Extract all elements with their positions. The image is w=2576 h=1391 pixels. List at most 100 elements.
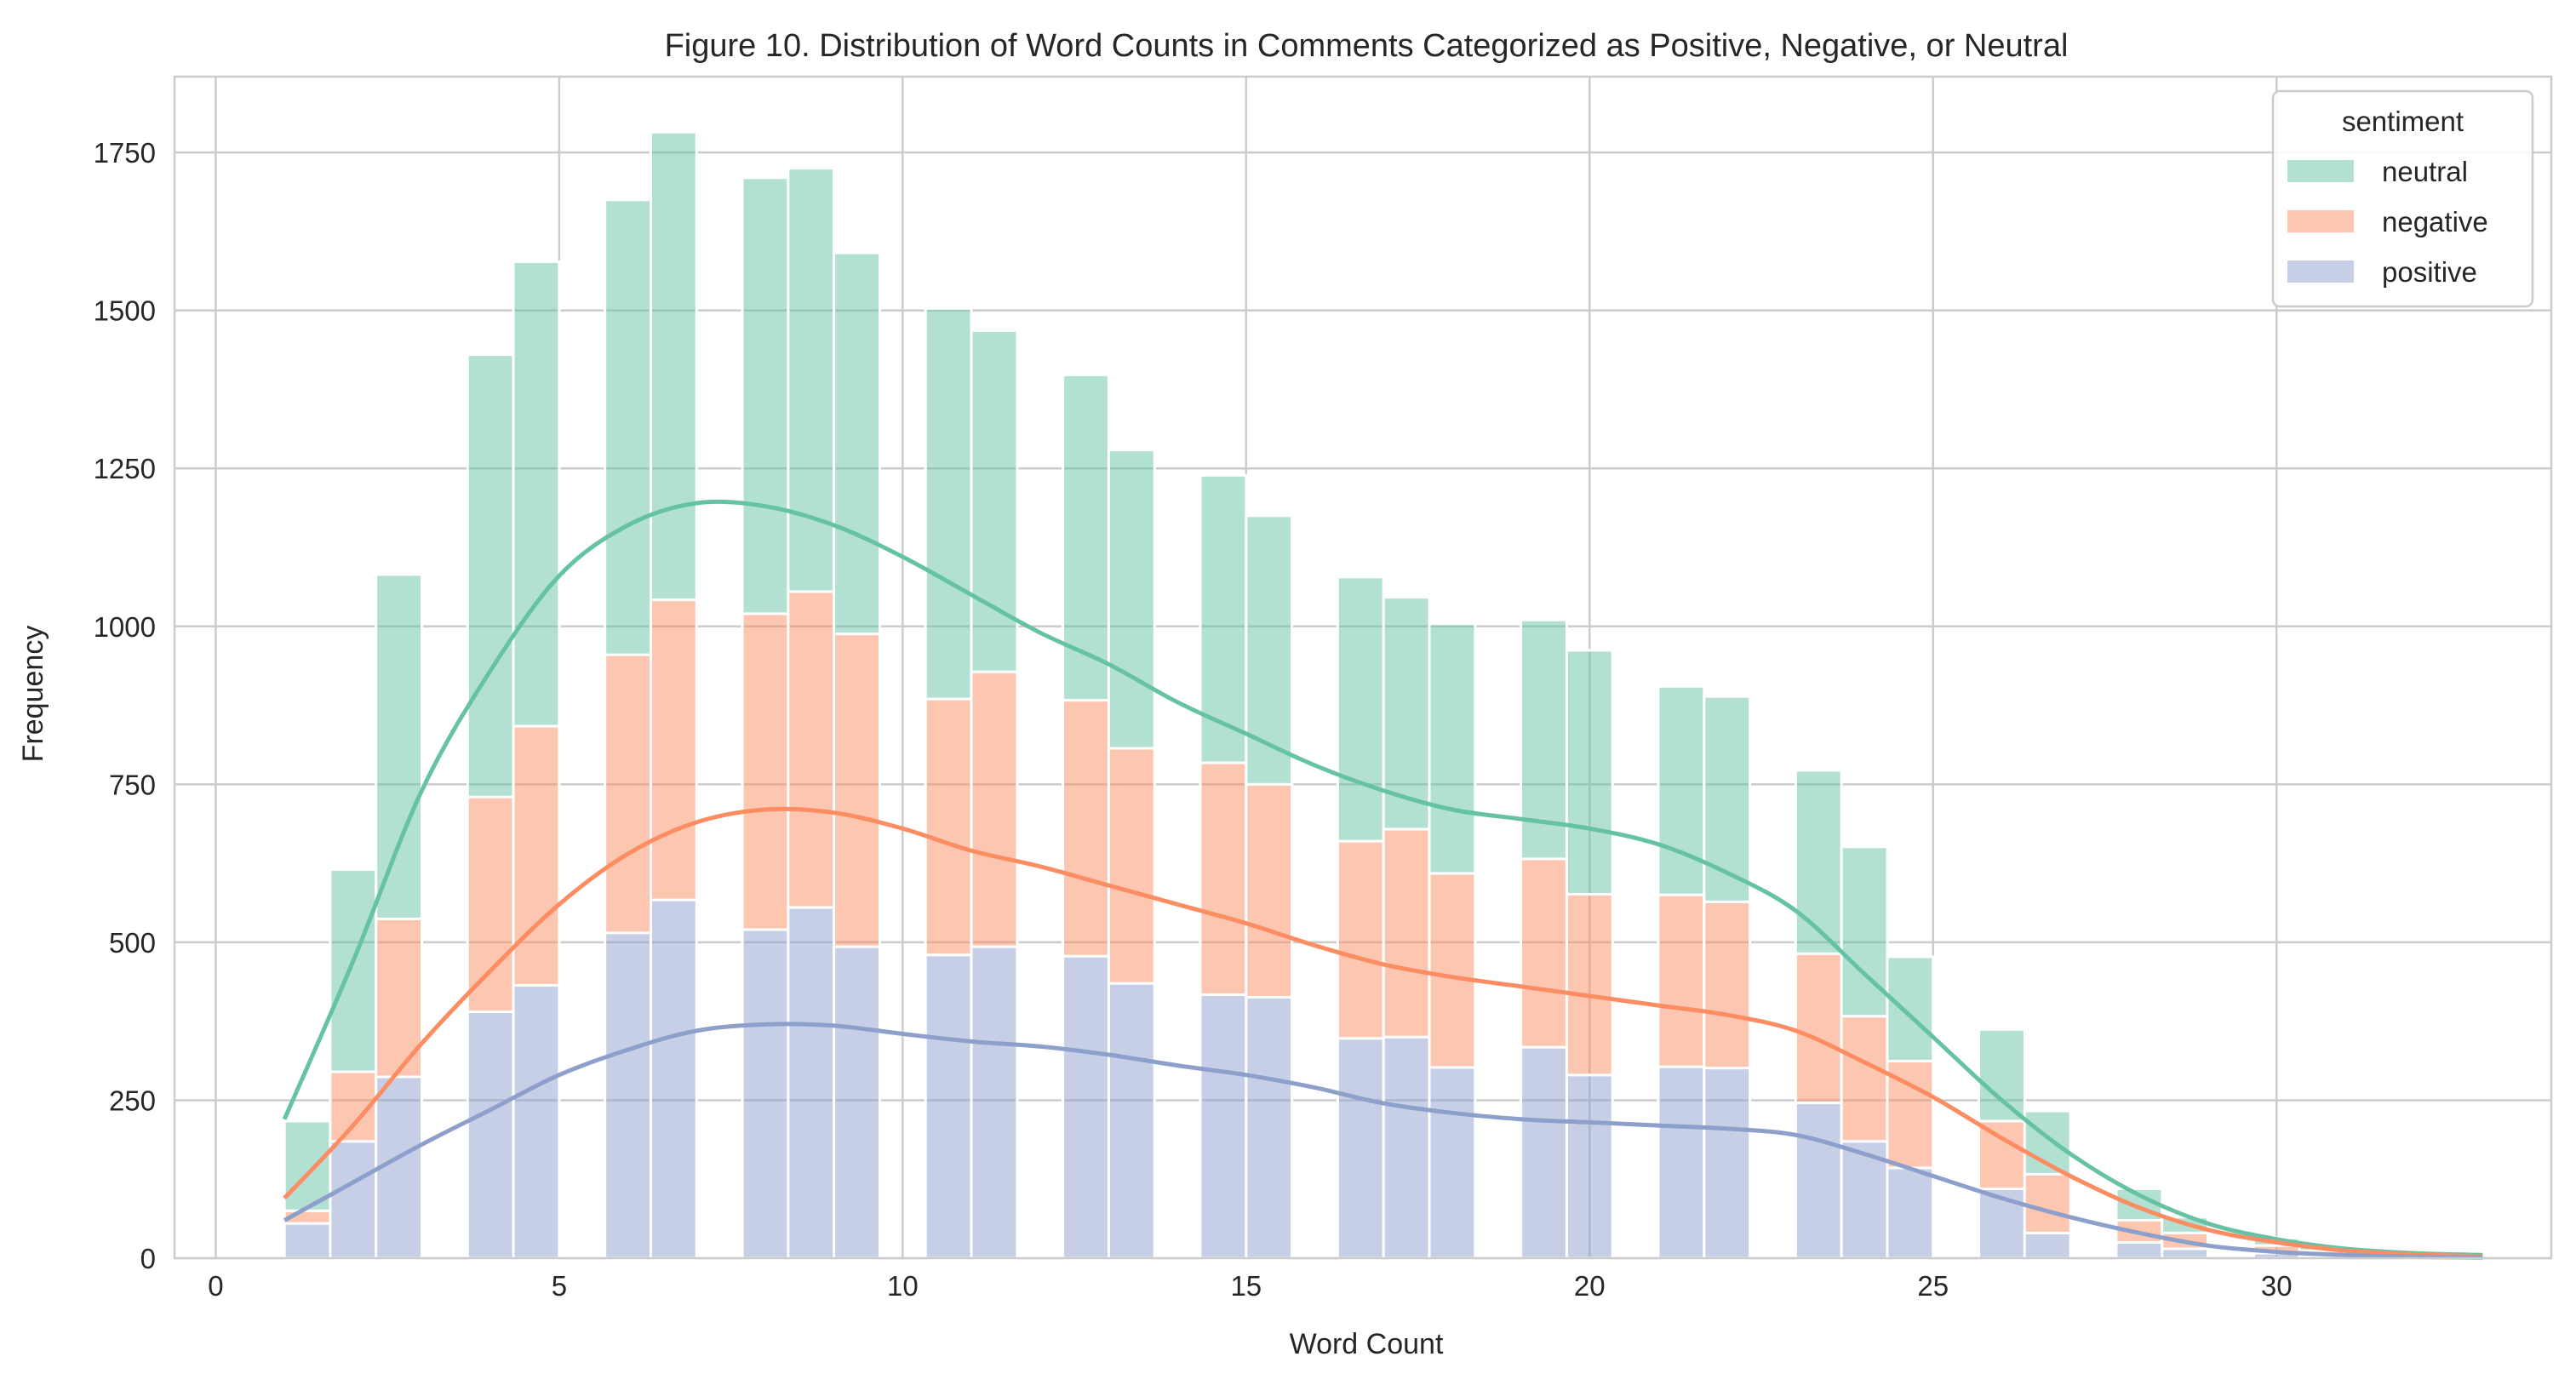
neutral-bar xyxy=(1794,769,1843,955)
positive-bar xyxy=(2161,1247,2210,1260)
x-axis-label: Word Count xyxy=(1290,1328,1444,1360)
neutral-bar xyxy=(649,130,698,602)
neutral-bar xyxy=(1428,622,1477,875)
negative-bar xyxy=(1336,839,1385,1040)
positive-bar xyxy=(512,983,561,1260)
x-tick-label: 25 xyxy=(1917,1270,1949,1302)
positive-bar xyxy=(1245,995,1294,1260)
positive-bar xyxy=(649,898,698,1260)
negative-bar xyxy=(741,612,790,931)
negative-bar xyxy=(1978,1119,2026,1190)
legend-swatch-positive xyxy=(2286,259,2356,284)
negative-bar xyxy=(924,697,973,957)
y-tick-label: 250 xyxy=(109,1085,156,1116)
y-axis-label: Frequency xyxy=(17,626,49,763)
negative-bar xyxy=(1245,782,1294,999)
neutral-bar xyxy=(1245,514,1294,786)
positive-bar xyxy=(1336,1037,1385,1260)
neutral-bar xyxy=(1886,955,1935,1062)
y-tick-label: 1750 xyxy=(94,137,156,169)
legend-label-neutral: neutral xyxy=(2382,156,2468,187)
positive-bar xyxy=(466,1010,515,1260)
positive-bar xyxy=(1657,1065,1706,1260)
x-tick-label: 30 xyxy=(2261,1270,2293,1302)
positive-bar xyxy=(283,1222,332,1260)
negative-bar xyxy=(833,633,881,948)
positive-bar xyxy=(1062,954,1110,1260)
negative-bar xyxy=(1199,761,1248,996)
negative-bar xyxy=(1382,827,1431,1039)
y-tick-label: 750 xyxy=(109,769,156,800)
y-tick-label: 1500 xyxy=(94,295,156,327)
negative-kde-line xyxy=(283,806,2483,1259)
neutral-bar xyxy=(1978,1028,2026,1123)
negative-bar xyxy=(1062,699,1110,958)
neutral-bar xyxy=(1565,649,1614,896)
x-tick-label: 5 xyxy=(552,1270,567,1302)
positive-bar xyxy=(1428,1066,1477,1260)
negative-bar xyxy=(1565,892,1614,1077)
positive-bar xyxy=(2115,1240,2164,1260)
y-tick-label: 500 xyxy=(109,927,156,959)
x-tick-label: 10 xyxy=(887,1270,919,1302)
positive-bar xyxy=(787,906,836,1260)
negative-bar xyxy=(1107,747,1156,985)
positive-bar xyxy=(741,928,790,1260)
neutral-bar xyxy=(604,198,653,656)
legend-label-negative: negative xyxy=(2382,206,2488,238)
tick-labels: 0 5 10 15 20 25 30 0 250 500 750 1000 1250 1500 1750 xyxy=(94,137,2293,1302)
y-tick-label: 1250 xyxy=(94,453,156,484)
positive-bar xyxy=(1703,1067,1752,1260)
positive-bar xyxy=(833,945,881,1260)
neutral-bar xyxy=(833,251,881,636)
neutral-bar xyxy=(741,176,790,615)
x-tick-label: 20 xyxy=(1574,1270,1606,1302)
y-tick-label: 1000 xyxy=(94,611,156,643)
y-tick-label: 0 xyxy=(140,1243,156,1274)
legend: sentiment neutral negative positive xyxy=(2271,89,2534,308)
positive-bar xyxy=(924,953,973,1260)
kde-curves xyxy=(282,499,2483,1260)
neutral-kde-line xyxy=(282,499,2483,1257)
x-tick-label: 0 xyxy=(208,1270,223,1302)
positive-bar xyxy=(1886,1166,1935,1260)
positive-bar xyxy=(1565,1073,1614,1260)
neutral-bar xyxy=(970,329,1019,673)
negative-bar xyxy=(787,590,836,909)
negative-bar xyxy=(512,724,561,987)
neutral-bar xyxy=(1107,449,1156,750)
neutral-bar xyxy=(1199,473,1248,764)
neutral-bar xyxy=(924,306,973,701)
negative-bar xyxy=(1428,872,1477,1069)
positive-bar xyxy=(329,1140,378,1260)
negative-bar xyxy=(604,653,653,935)
negative-bar xyxy=(1703,900,1752,1070)
neutral-bar xyxy=(1657,684,1706,896)
negative-bar xyxy=(970,670,1019,948)
positive-kde-line xyxy=(283,1022,2483,1260)
negative-bar xyxy=(1657,893,1706,1068)
axes-frame xyxy=(173,75,2553,1260)
positive-bar xyxy=(1520,1045,1568,1260)
legend-title: sentiment xyxy=(2342,106,2464,137)
neutral-bar xyxy=(329,868,378,1073)
legend-swatch-negative xyxy=(2286,209,2356,234)
legend-swatch-neutral xyxy=(2286,158,2356,184)
negative-bar xyxy=(1794,952,1843,1104)
legend-label-positive: positive xyxy=(2382,256,2477,288)
positive-bar xyxy=(1382,1035,1431,1260)
positive-bar xyxy=(604,931,653,1260)
negative-bar xyxy=(649,598,698,902)
negative-bar xyxy=(1520,857,1568,1049)
positive-bar xyxy=(970,945,1019,1260)
neutral-bar xyxy=(466,353,515,799)
neutral-bar xyxy=(375,573,423,920)
positive-bar xyxy=(1199,993,1248,1260)
neutral-bar xyxy=(787,167,836,593)
negative-bar xyxy=(1840,1015,1889,1143)
neutral-bar xyxy=(512,260,561,728)
chart-title: Figure 10. Distribution of Word Counts i… xyxy=(665,28,2069,64)
plot-frame xyxy=(173,75,2553,1260)
